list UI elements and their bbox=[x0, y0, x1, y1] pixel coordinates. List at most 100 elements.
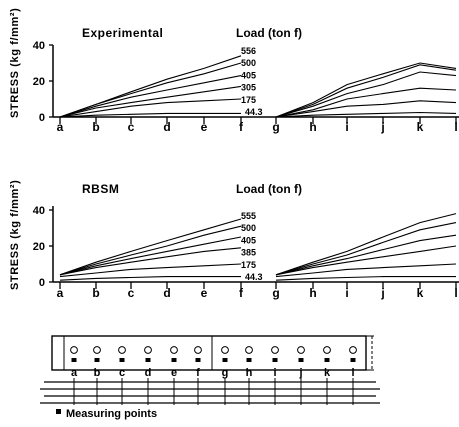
x-tick-label-g: g bbox=[272, 120, 279, 134]
y-tick-label: 0 bbox=[39, 112, 45, 124]
series-line-385-right bbox=[275, 245, 457, 276]
measuring-point-c bbox=[119, 358, 125, 362]
series-line-305-right bbox=[275, 87, 457, 118]
beam-label-f: f bbox=[196, 367, 200, 379]
measuring-point-f bbox=[195, 358, 201, 362]
beam-label-c: c bbox=[119, 367, 125, 379]
x-tick-label-e: e bbox=[201, 286, 208, 300]
x-tick-label-i: i bbox=[345, 286, 348, 300]
bolt-hole bbox=[297, 346, 305, 354]
x-tick-label-j: j bbox=[380, 286, 384, 300]
measuring-point-legend-marker bbox=[56, 409, 61, 414]
series-label-405: 405 bbox=[241, 235, 256, 245]
measuring-point-e bbox=[171, 358, 177, 362]
series-line-405-left bbox=[59, 236, 242, 276]
x-tick-label-g: g bbox=[272, 286, 279, 300]
beam-label-h: h bbox=[246, 367, 253, 379]
beam-label-e: e bbox=[171, 367, 177, 379]
chart-marks-0: 0 20 40 a b c d e f g h i j k l 556 500 405 305 175 44.3 bbox=[33, 40, 458, 134]
bolt-hole bbox=[70, 346, 78, 354]
measuring-points-label: Measuring points bbox=[66, 408, 157, 420]
series-line-175-left bbox=[59, 263, 242, 278]
series-label-556: 556 bbox=[241, 46, 256, 56]
series-label-405: 405 bbox=[241, 70, 256, 80]
measuring-point-j bbox=[298, 358, 304, 362]
series-line-500-right bbox=[275, 64, 457, 118]
series-line-44.3-left bbox=[59, 112, 241, 118]
series-label-500: 500 bbox=[241, 58, 256, 68]
bolt-hole bbox=[144, 346, 152, 354]
y-axis-label: STRESS (kg f/mm²) bbox=[9, 8, 21, 118]
x-tick-label-i: i bbox=[345, 120, 348, 134]
beam-label-d: d bbox=[145, 367, 152, 379]
y-tick-label: 0 bbox=[39, 277, 45, 289]
x-tick-label-f: f bbox=[239, 286, 244, 300]
bolt-hole bbox=[221, 346, 229, 354]
chart-rbsm: STRESS (kg f/mm²) RBSM Load (ton f) bbox=[9, 180, 459, 290]
x-tick-label-d: d bbox=[163, 286, 170, 300]
y-axis-label: STRESS (kg f/mm²) bbox=[9, 180, 21, 290]
bolt-hole bbox=[349, 346, 357, 354]
series-label-44.3: 44.3 bbox=[245, 272, 263, 282]
bolt-hole bbox=[194, 346, 202, 354]
series-label-500: 500 bbox=[241, 223, 256, 233]
series-line-44.3-right bbox=[275, 276, 456, 281]
series-line-405-right bbox=[275, 71, 457, 118]
series-line-555-left bbox=[59, 218, 242, 276]
measuring-point-l bbox=[350, 358, 356, 362]
measuring-point-a bbox=[71, 358, 77, 362]
x-tick-label-h: h bbox=[309, 286, 316, 300]
series-line-555-right bbox=[275, 213, 457, 276]
series-line-305-left bbox=[59, 85, 242, 118]
beam-label-j: j bbox=[298, 367, 302, 379]
bolt-hole bbox=[245, 346, 253, 354]
measuring-point-g bbox=[222, 358, 228, 362]
measuring-point-d bbox=[145, 358, 151, 362]
x-tick-label-c: c bbox=[128, 120, 135, 134]
x-tick-label-e: e bbox=[201, 120, 208, 134]
measuring-point-b bbox=[94, 358, 100, 362]
bolt-hole bbox=[170, 346, 178, 354]
series-line-556-right bbox=[275, 62, 457, 118]
chart-marks-1: 0 20 40 a b c d e f g h i j k l 555 500 405 385 175 44.3 bbox=[33, 205, 458, 300]
bolt-hole bbox=[93, 346, 101, 354]
y-tick-label: 40 bbox=[33, 205, 45, 217]
beam-diagram: a b c d e f g h i j k l Measuring points bbox=[40, 335, 380, 420]
series-line-175-right bbox=[275, 100, 457, 118]
measuring-point-i bbox=[272, 358, 278, 362]
beam-label-k: k bbox=[324, 367, 331, 379]
beam-label-i: i bbox=[273, 367, 276, 379]
x-tick-label-a: a bbox=[57, 120, 64, 134]
beam-label-l: l bbox=[351, 367, 354, 379]
series-line-500-right bbox=[275, 222, 457, 276]
x-tick-label-b: b bbox=[92, 120, 99, 134]
series-line-405-right bbox=[275, 234, 457, 276]
load-legend-title: Load (ton f) bbox=[236, 26, 302, 40]
x-tick-label-j: j bbox=[380, 120, 384, 134]
bolt-hole bbox=[323, 346, 331, 354]
x-tick-label-l: l bbox=[454, 120, 457, 134]
chart-title: RBSM bbox=[82, 182, 119, 196]
x-tick-label-k: k bbox=[417, 120, 424, 134]
beam-label-b: b bbox=[94, 367, 101, 379]
series-line-175-left bbox=[59, 98, 242, 118]
beam-label-g: g bbox=[222, 367, 229, 379]
series-label-305: 305 bbox=[241, 83, 256, 93]
y-tick-label: 40 bbox=[33, 40, 45, 52]
series-line-385-left bbox=[59, 247, 242, 276]
measuring-point-k bbox=[324, 358, 330, 362]
series-label-175: 175 bbox=[241, 95, 256, 105]
x-tick-label-c: c bbox=[128, 286, 135, 300]
series-label-175: 175 bbox=[241, 260, 256, 270]
x-tick-label-l: l bbox=[454, 286, 457, 300]
bolt-hole bbox=[271, 346, 279, 354]
y-tick-label: 20 bbox=[33, 76, 45, 88]
series-line-44.3-right bbox=[275, 111, 457, 118]
series-label-385: 385 bbox=[241, 248, 256, 258]
series-line-405-left bbox=[59, 75, 242, 118]
series-line-500-left bbox=[59, 225, 242, 276]
chart-experimental: STRESS (kg f/mm²) Experimental Load (ton… bbox=[9, 8, 459, 118]
x-tick-label-d: d bbox=[163, 120, 170, 134]
load-legend-title: Load (ton f) bbox=[236, 182, 302, 196]
